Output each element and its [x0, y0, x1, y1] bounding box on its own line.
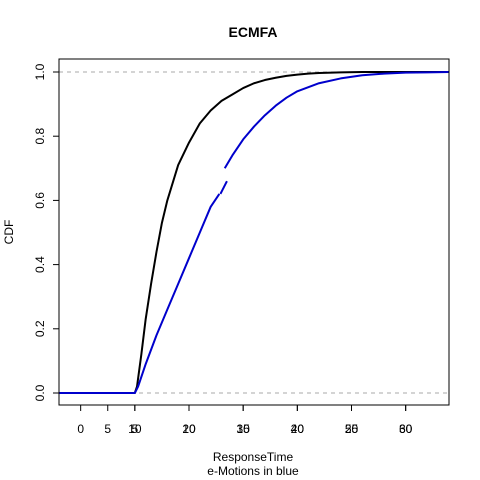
y-tick-label: 0.8: [33, 128, 47, 145]
x-tick-label: 10: [182, 422, 196, 436]
x-axis: 0 5 10 15 20 25 305 10 20 30 40 50 60: [77, 404, 413, 436]
x-blue-tick-label: 20: [182, 422, 196, 436]
y-tick-label: 0.0: [33, 384, 47, 401]
series-line-3: [223, 71, 450, 169]
x-axis-sublabel: e-Motions in blue: [207, 464, 299, 478]
x-blue-tick-label: 5: [104, 422, 111, 436]
y-axis-label: CDF: [2, 220, 16, 245]
x-tick-label: 0: [77, 422, 84, 436]
y-tick-label: 0.6: [33, 192, 47, 209]
y-axis: 0.0 0.2 0.4 0.6 0.8 1.0: [33, 63, 59, 401]
series-line-1: [59, 193, 221, 394]
x-blue-tick-label: 50: [345, 422, 359, 436]
x-tick-label: 30: [399, 422, 413, 436]
x-blue-tick-label: 60: [399, 422, 413, 436]
y-tick-label: 0.4: [33, 256, 47, 273]
x-tick-label: 20: [291, 422, 305, 436]
series-layer: [59, 71, 450, 394]
plot-frame: [58, 58, 450, 406]
reference-lines: [59, 71, 449, 394]
x-axis-label: ResponseTime: [213, 450, 294, 464]
x-tick-label: 15: [236, 422, 250, 436]
x-blue-tick-label: 40: [291, 422, 305, 436]
x-blue-tick-label: 10: [128, 422, 142, 436]
series-line-0: [59, 71, 449, 394]
y-tick-label: 1.0: [33, 63, 47, 80]
x-tick-label: 5: [131, 422, 138, 436]
y-tick-label: 0.2: [33, 320, 47, 337]
series-line-2: [219, 180, 228, 195]
x-blue-tick-label: 30: [236, 422, 250, 436]
chart-title: ECMFA: [229, 24, 278, 40]
x-tick-label: 25: [345, 422, 359, 436]
